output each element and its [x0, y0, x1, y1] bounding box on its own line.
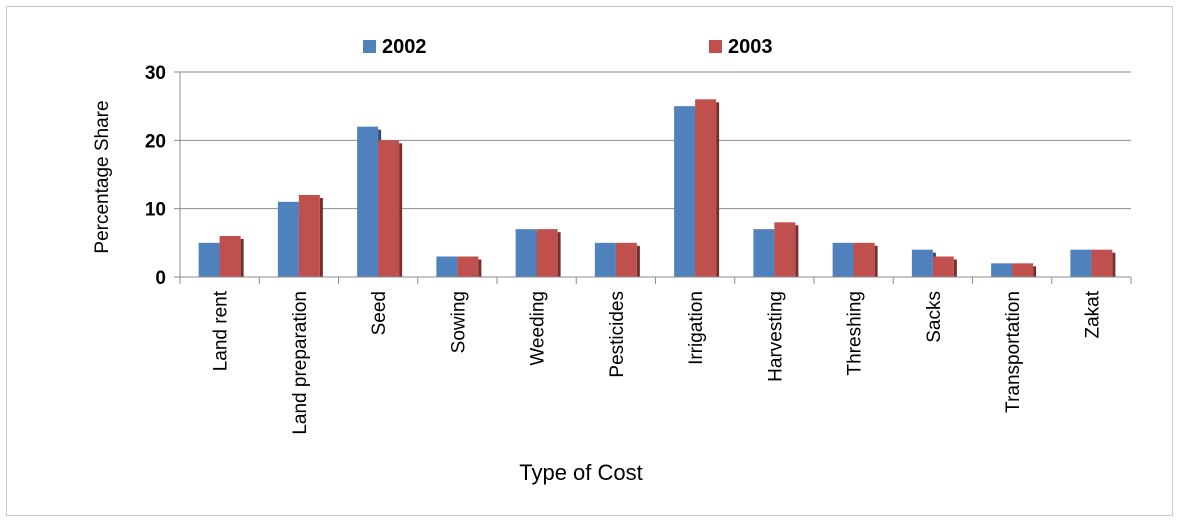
bar-side	[795, 225, 799, 277]
bar-side	[636, 245, 640, 277]
bar-face	[674, 106, 696, 278]
bar-2003-transportation	[1012, 263, 1037, 277]
bar-2003-irrigation	[695, 99, 720, 277]
bar-2002-sowing	[436, 256, 461, 277]
bar-face	[911, 249, 933, 277]
legend-label: 2003	[728, 36, 773, 58]
bar-2002-weeding	[515, 229, 540, 277]
bar-2003-seed	[378, 140, 403, 277]
bar-2003-harvesting	[774, 222, 799, 277]
x-category-label: Weeding	[528, 291, 549, 366]
bar-face	[1070, 249, 1092, 277]
chart-frame: 0 10 20 30 Land rent Land preparation Seed Sow…	[6, 6, 1173, 516]
bar-face	[457, 256, 479, 277]
bar-side	[319, 198, 323, 277]
x-category-label: Land preparation	[290, 291, 311, 435]
y-tick-label: 30	[145, 63, 166, 84]
bar-2003-threshing	[853, 242, 878, 277]
bars	[198, 99, 1116, 278]
bar-face	[991, 263, 1013, 277]
bar-2002-sacks	[911, 249, 936, 277]
bar-face	[1012, 263, 1034, 277]
bar-face	[515, 229, 537, 277]
bar-face	[198, 242, 220, 277]
bar-face	[357, 126, 379, 278]
bar-face	[536, 229, 558, 277]
bar-2002-harvesting	[753, 229, 778, 277]
x-category-label: Sacks	[924, 291, 945, 343]
bar-2002-land-preparation	[277, 201, 302, 277]
legend-item-2003: 2003	[709, 36, 773, 58]
axes	[174, 71, 1132, 284]
bar-2003-sowing	[457, 256, 482, 277]
bar-2003-land-rent	[219, 236, 244, 277]
y-axis-title: Percentage Share	[92, 100, 113, 253]
bar-side	[716, 102, 720, 277]
bar-side	[874, 245, 878, 277]
bar-face	[378, 140, 400, 277]
bar-face	[277, 201, 299, 277]
bar-face	[753, 229, 775, 277]
x-axis-title: Type of Cost	[519, 460, 643, 485]
bar-face	[832, 242, 854, 277]
x-category-label: Land rent	[211, 290, 232, 371]
y-tick-label: 0	[155, 268, 166, 289]
bar-side	[399, 143, 403, 277]
y-tick-labels: 0 10 20 30	[145, 63, 166, 289]
bar-2002-zakat	[1070, 249, 1095, 277]
x-category-label: Harvesting	[765, 291, 786, 382]
bar-2002-threshing	[832, 242, 857, 277]
bar-face	[615, 242, 637, 277]
bar-chart: 0 10 20 30 Land rent Land preparation Seed Sow…	[92, 36, 1132, 485]
legend-swatch	[709, 40, 722, 53]
bar-side	[953, 259, 957, 277]
bar-2003-land-preparation	[298, 195, 323, 277]
x-category-label: Threshing	[845, 291, 866, 376]
bar-side	[1112, 252, 1116, 277]
x-category-label: Sowing	[448, 291, 469, 353]
bar-face	[853, 242, 875, 277]
bar-face	[1091, 249, 1113, 277]
bar-side	[1033, 266, 1037, 277]
bar-face	[774, 222, 796, 277]
x-category-label: Pesticides	[607, 291, 628, 378]
bar-side	[240, 239, 244, 277]
bar-2002-irrigation	[674, 106, 699, 278]
gridlines	[180, 71, 1131, 210]
bar-2002-land-rent	[198, 242, 223, 277]
bar-side	[478, 259, 482, 277]
bar-2003-zakat	[1091, 249, 1116, 277]
legend-item-2002: 2002	[363, 36, 427, 58]
legend-swatch	[363, 40, 376, 53]
bar-2002-pesticides	[594, 242, 619, 277]
legend-label: 2002	[382, 36, 427, 58]
bar-face	[436, 256, 458, 277]
x-category-label: Seed	[369, 291, 390, 335]
y-tick-label: 10	[145, 200, 166, 221]
x-category-label: Irrigation	[686, 291, 707, 365]
bar-2002-transportation	[991, 263, 1016, 277]
bar-face	[594, 242, 616, 277]
bar-2003-pesticides	[615, 242, 640, 277]
bar-face	[695, 99, 717, 277]
bar-face	[932, 256, 954, 277]
bar-2003-sacks	[932, 256, 957, 277]
bar-face	[298, 195, 320, 277]
bar-side	[557, 232, 561, 277]
x-category-label: Zakat	[1082, 290, 1103, 338]
bar-2003-weeding	[536, 229, 561, 277]
legend: 2002 2003	[363, 36, 773, 58]
bar-2002-seed	[357, 126, 382, 278]
x-category-label: Transportation	[1003, 291, 1024, 413]
y-tick-label: 20	[145, 131, 166, 152]
bar-face	[219, 236, 241, 277]
x-category-labels: Land rent Land preparation Seed Sowing Weedi…	[211, 290, 1104, 434]
